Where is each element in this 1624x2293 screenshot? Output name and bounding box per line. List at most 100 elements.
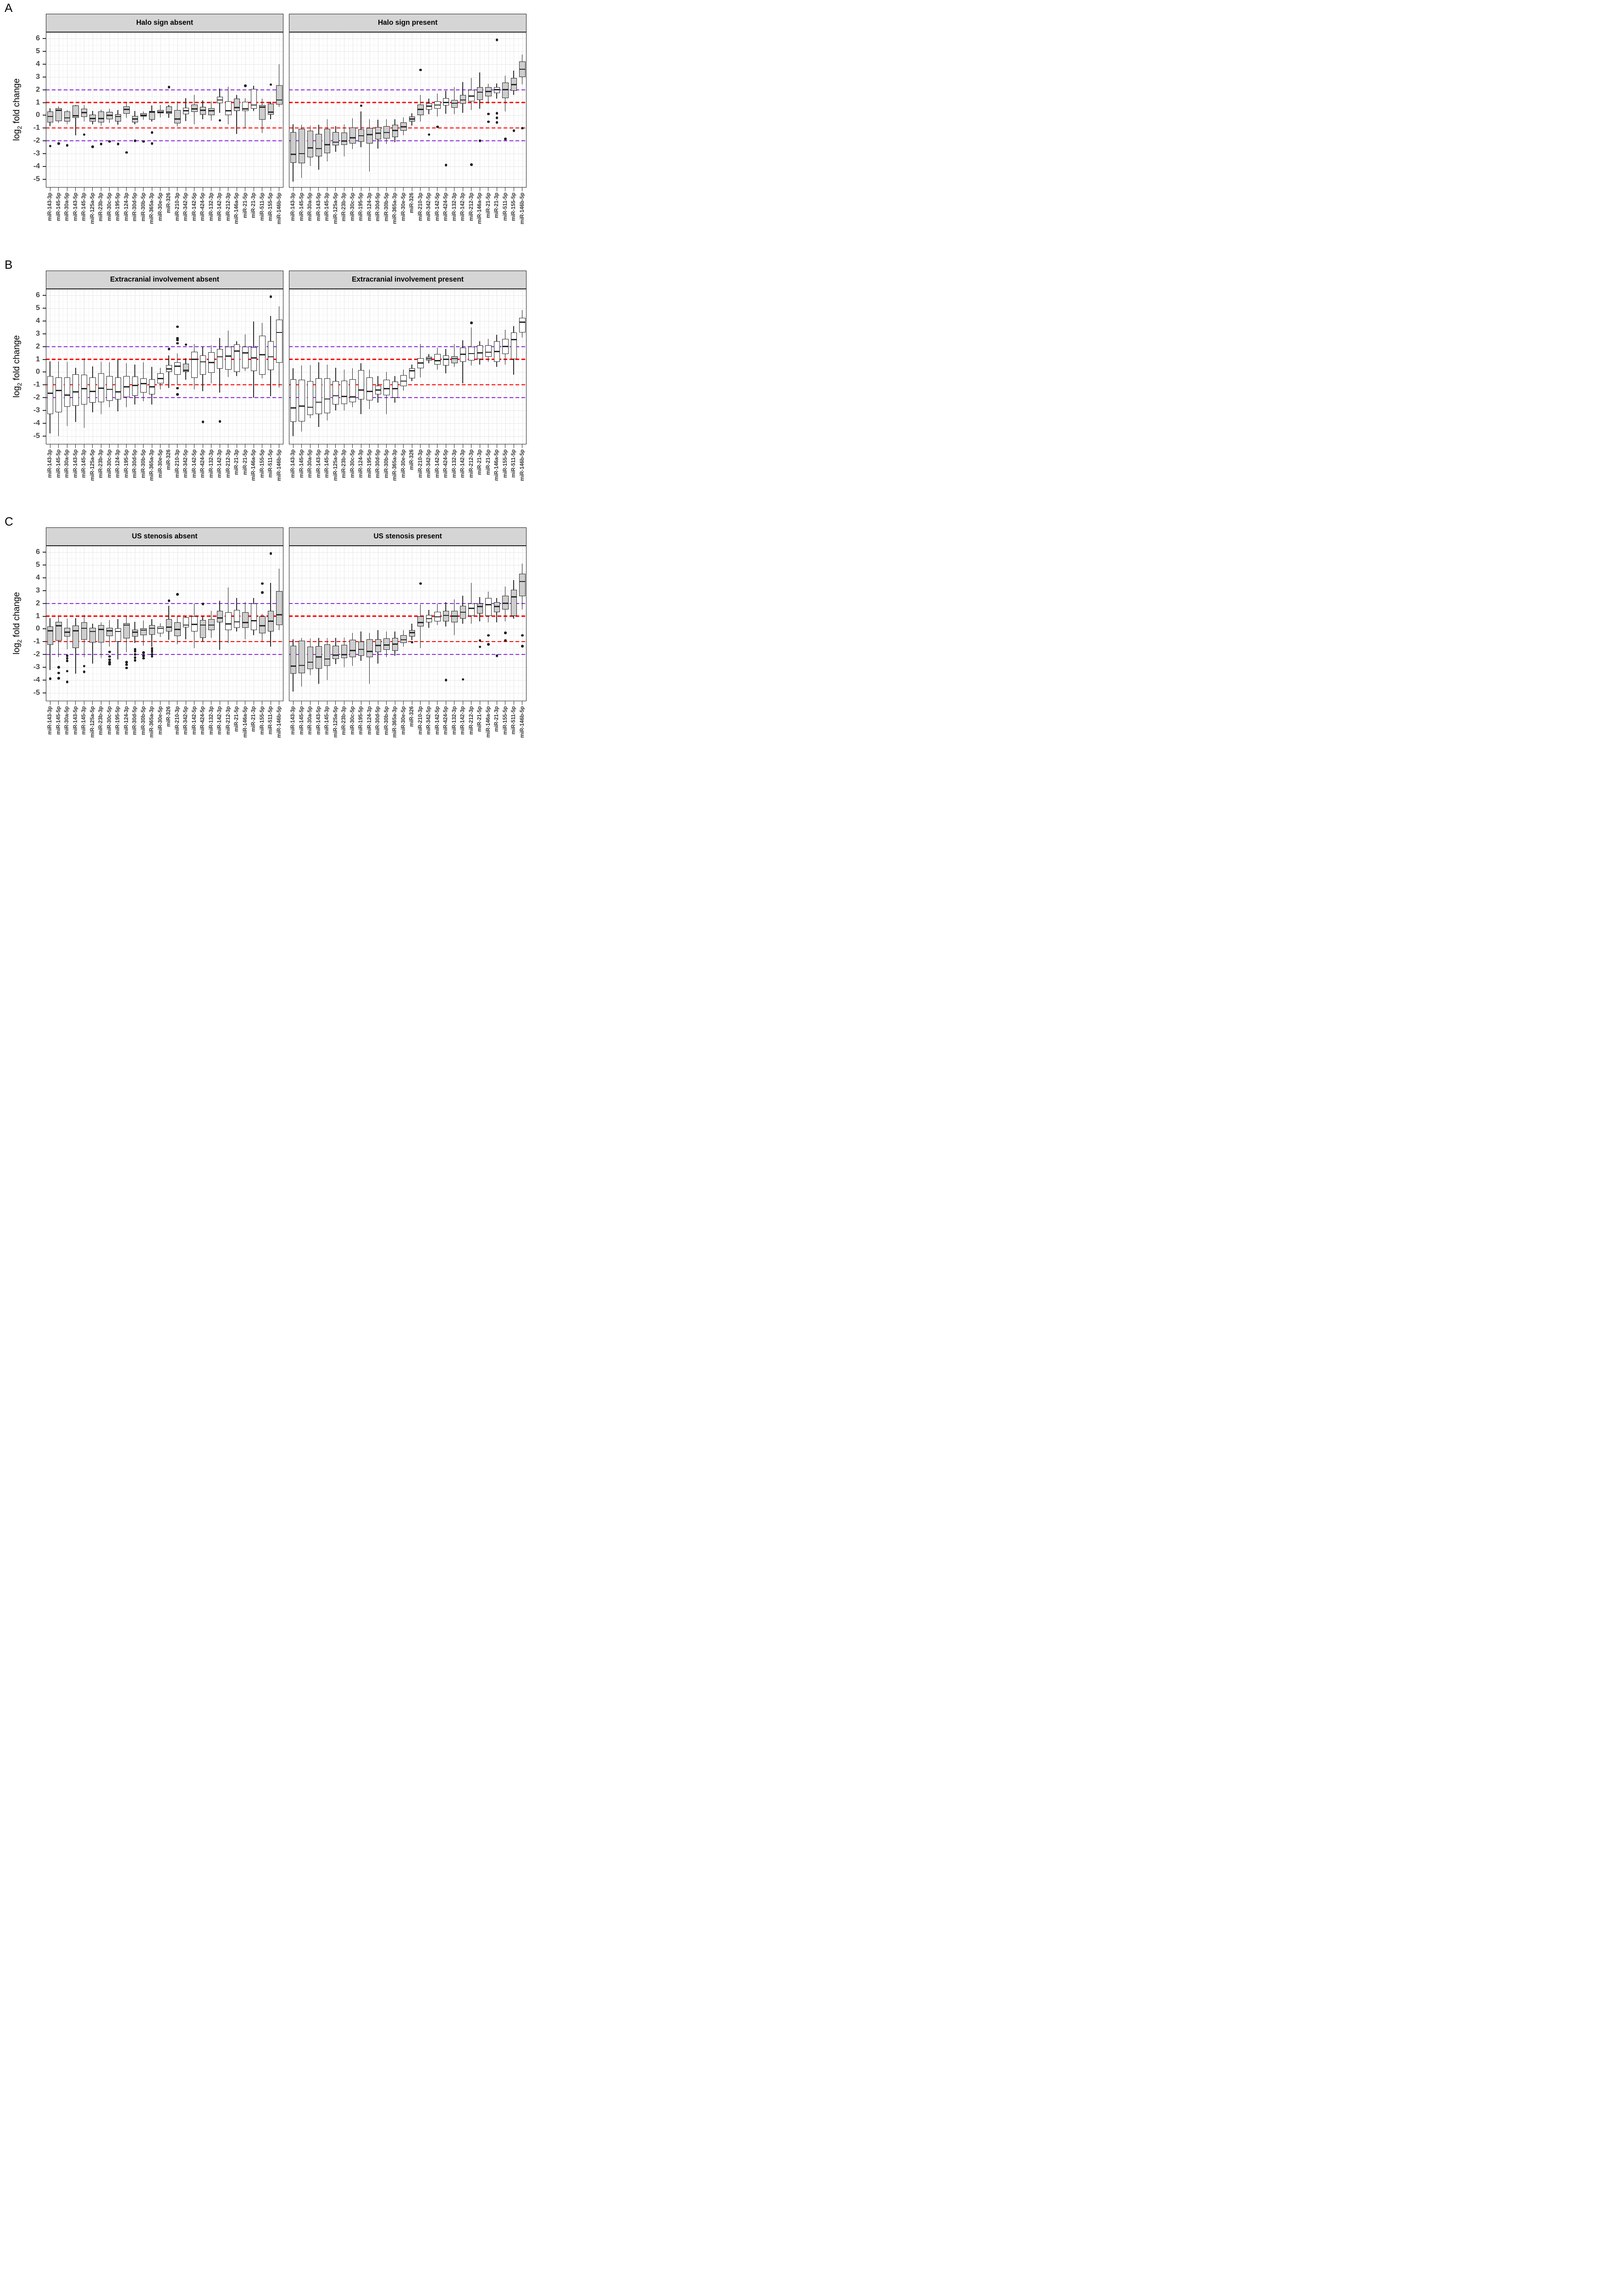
x-tick-label: miR-210-3p [417,449,423,478]
boxplot-median [191,359,198,360]
gridline-horizontal-major [289,64,527,65]
boxplot-median [174,118,181,120]
x-tick-label: miR-142-5p [191,706,197,735]
boxplot-outlier [108,655,111,658]
gridline-vertical-minor [173,289,174,444]
boxplot-box [72,105,79,118]
x-tick-mark [301,701,302,705]
boxplot-box [174,110,181,124]
x-tick-label: miR-143-5p [316,193,321,221]
reference-line-red [289,641,527,642]
x-tick-label: miR-155-5p [268,193,274,221]
x-tick-mark [109,701,110,705]
boxplot-median [183,369,189,371]
x-tick-label: miR-30c-5p [106,706,112,735]
boxplot-median [299,665,305,666]
x-tick-label: miR-30c-5p [349,193,355,221]
gridline-vertical-minor [190,289,191,444]
x-tick-label: miR-424-5p [443,449,449,478]
boxplot-outlier [487,634,490,637]
boxplot-box [290,379,296,422]
x-tick-label: miR-30c-5p [106,193,112,221]
x-tick-label: miR-145-5p [299,449,305,478]
boxplot-median [166,111,172,113]
plot-border [46,32,283,188]
y-tick-mark [43,654,46,655]
boxplot-box [307,381,313,415]
boxplot-median [290,407,296,409]
x-tick-mark [293,188,294,191]
x-tick-label: miR-342-5p [426,449,432,478]
boxplot-median [98,387,104,389]
boxplot-outlier [470,163,473,166]
boxplot-median [123,624,130,626]
x-tick-label: miR-30a-5p [64,449,70,478]
boxplot-whisker [471,327,472,366]
boxplot-outlier [512,129,515,132]
x-tick-mark [369,188,370,191]
y-tick-mark [43,692,46,693]
boxplot-median [140,629,147,631]
boxplot-median [250,104,257,106]
boxplot-box [502,595,509,610]
gridline-horizontal-minor [46,699,283,700]
boxplot-median [341,396,347,397]
boxplot-outlier [419,582,422,585]
boxplot-outlier [108,140,111,143]
y-tick-mark [43,153,46,155]
y-tick-mark [43,346,46,347]
x-tick-mark [352,188,353,191]
gridline-vertical-minor [484,32,485,188]
boxplot-box [225,101,232,116]
x-tick-label: miR-326 [409,193,415,213]
x-tick-label: miR-146b-5p [519,449,525,482]
boxplot-box [225,612,232,631]
boxplot-outlier [487,112,490,116]
gridline-vertical-minor [501,289,502,444]
boxplot-median [259,354,266,356]
x-tick-label: miR-30b-5p [140,449,146,478]
gridline-vertical-minor [241,289,242,444]
gridline-horizontal-minor [289,353,527,354]
boxplot-median [55,390,62,392]
boxplot-outlier [125,151,128,154]
boxplot-whisker [369,632,370,684]
gridline-vertical-minor [224,546,225,701]
boxplot-whisker [369,119,370,172]
x-tick-label: miR-142-3p [217,193,223,221]
x-tick-label: miR-142-3p [217,449,223,478]
boxplot-outlier [125,663,128,666]
gridline-horizontal-minor [46,391,283,392]
x-tick-label: miR-145-3p [324,449,330,478]
boxplot-median [132,385,138,387]
x-tick-mark [403,188,404,191]
reference-line-purple [46,654,283,655]
x-tick-mark [301,444,302,448]
boxplot-box [174,362,181,375]
y-tick-label: 6 [36,291,40,299]
boxplot-outlier [495,39,498,41]
x-tick-label: miR-132-3p [451,449,457,478]
x-tick-mark [335,188,336,191]
y-tick-mark [43,76,46,78]
gridline-vertical-major [488,546,489,701]
boxplot-median [174,629,181,631]
gridline-horizontal-major [46,436,283,437]
reference-line-purple [289,89,527,90]
y-tick-mark [43,115,46,116]
x-tick-label: miR-155-5p [502,449,508,478]
y-tick-label: 0 [36,625,40,633]
boxplot-box [191,351,198,378]
y-tick-label: 6 [36,34,40,42]
gridline-horizontal-minor [289,340,527,341]
gridline-horizontal-major [46,295,283,296]
x-tick-label: miR-365a-3p [392,706,398,738]
gridline-horizontal-minor [289,83,527,84]
gridline-horizontal-major [46,680,283,681]
boxplot-median [216,356,223,358]
y-tick-label: -3 [33,663,40,671]
y-tick-mark [43,615,46,617]
gridline-vertical-minor [139,32,140,188]
boxplot-median [468,95,475,97]
x-tick-label: miR-365a-3p [149,193,155,224]
